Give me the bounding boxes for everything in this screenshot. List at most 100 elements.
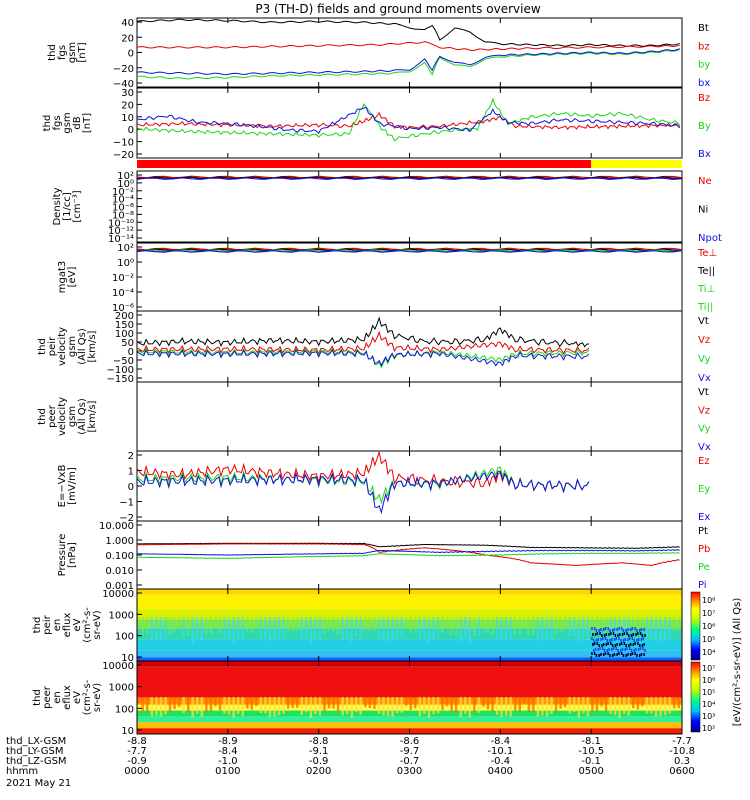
spectrogram-noise	[608, 633, 610, 636]
spectrogram-stripe	[459, 617, 462, 642]
y-axis-label-line: eV	[72, 691, 83, 704]
spectrogram-stripe	[586, 617, 590, 642]
spectrogram-stripe	[518, 617, 521, 635]
spectrogram-noise	[625, 644, 627, 647]
colorbar-tick: 10³	[702, 712, 715, 721]
spectrogram-noise	[592, 643, 594, 646]
y-tick-label-peir_vel: −150	[107, 374, 134, 385]
spectrogram-noise	[612, 632, 615, 635]
spectrogram-stripe	[645, 697, 649, 714]
spectrogram-stripe	[591, 697, 594, 712]
mode-bar-yellow	[591, 160, 682, 168]
x-axis-lx: -8.9	[218, 736, 238, 747]
spectrogram-stripe	[509, 697, 512, 717]
spectrogram-stripe	[609, 617, 612, 638]
x-axis-lz: -0.9	[309, 756, 329, 767]
spectrogram-stripe	[268, 617, 272, 642]
x-axis-lz: -0.4	[491, 756, 511, 767]
spectrogram-noise	[604, 637, 607, 640]
y-tick-label-fgs: 0	[128, 49, 134, 60]
spectrogram-band	[137, 650, 682, 658]
spectrogram-stripe	[232, 697, 235, 718]
spectrogram-stripe	[495, 617, 499, 640]
spectrogram-noise	[639, 647, 642, 650]
y-axis-label-line: thd	[47, 44, 58, 61]
y-axis-label-line: thd	[42, 115, 53, 132]
y-axis-label-line: thd	[37, 408, 48, 425]
spectrogram-stripe	[400, 617, 403, 637]
trace-density	[136, 177, 683, 181]
spectrogram-stripe	[155, 617, 158, 640]
spectrogram-stripe	[600, 617, 603, 629]
spectrogram-stripe	[577, 617, 580, 643]
legend-fgs: Bt	[698, 23, 709, 34]
spectrogram-stripe	[627, 617, 630, 641]
x-axis-lx: -8.1	[581, 736, 601, 747]
spectrogram-noise	[611, 648, 613, 651]
spectrogram-stripe	[477, 617, 481, 637]
spectrogram-stripe	[568, 617, 571, 638]
colorbar-tick: 10²	[702, 724, 715, 733]
legend-fgs: by	[698, 60, 710, 71]
spectrogram-stripe	[500, 617, 503, 642]
series-pressure-Pi	[137, 549, 680, 556]
spectrogram-noise	[643, 643, 645, 646]
spectrogram-stripe	[545, 697, 549, 717]
y-axis-label-line: [nT]	[82, 113, 93, 133]
spectrogram-band	[137, 710, 682, 717]
spectrogram-noise	[631, 627, 634, 630]
spectrogram-stripe	[250, 617, 253, 634]
spectrogram-stripe	[373, 697, 376, 709]
spectrogram-stripe	[150, 697, 154, 717]
x-axis-lx: -8.8	[309, 736, 329, 747]
legend-entries: Bt bz by bx Bz By Bx Ne Ni Npot Te⊥ Te|| Ti⊥ Ti|| Vt Vz…	[697, 23, 722, 591]
spectrogram-noise	[607, 652, 609, 655]
spectrogram-noise	[609, 639, 611, 642]
legend-pressure: Pt	[698, 526, 708, 537]
legend-fgs: bz	[698, 41, 710, 52]
spectrogram-stripe	[482, 697, 485, 707]
spectrogram-stripe	[595, 697, 599, 711]
spectrogram-noise	[607, 627, 609, 630]
spectrogram-noise	[604, 627, 607, 630]
spectrogram-noise	[603, 634, 606, 637]
spectrogram-stripe	[300, 617, 303, 640]
legend-temp: Ti||	[697, 302, 713, 313]
spectrogram-stripe	[282, 697, 285, 714]
panel-frames	[136, 17, 683, 735]
spectrogram-noise	[602, 653, 605, 656]
spectrogram-stripe	[196, 617, 199, 638]
spectrogram-stripe	[164, 697, 167, 715]
y-tick-label-pressure: 1.000	[105, 536, 134, 547]
spectrogram-stripe	[527, 617, 531, 636]
spectrogram-layer	[137, 589, 682, 734]
spectrogram-noise	[636, 629, 638, 632]
spectrogram-noise	[643, 628, 645, 631]
spectrogram-stripe	[255, 697, 258, 706]
legend-peir_vel: Vt	[698, 316, 709, 327]
spectrogram-stripe	[550, 697, 553, 715]
spectrogram-noise	[592, 633, 594, 636]
spectrogram-stripe	[514, 697, 517, 711]
colorbar-tick: 10⁸	[702, 596, 715, 605]
y-tick-label-efield: 2	[128, 451, 134, 462]
spectrogram-band	[137, 594, 682, 610]
spectrogram-stripe	[187, 697, 190, 712]
spectrogram-stripe	[414, 697, 417, 709]
spectrogram-stripe	[663, 697, 667, 715]
x-axis-table: thd_LX-GSMthd_LY-GSMthd_LZ-GSMhhmm-8.8-7…	[6, 736, 695, 789]
spectrogram-noise	[620, 642, 623, 645]
spectrogram-noise	[623, 642, 626, 645]
spectrogram-stripe	[582, 617, 585, 638]
spectrogram-stripe	[641, 697, 644, 707]
panel-frame-peir_vel	[136, 310, 683, 383]
spectrogram-stripe	[504, 697, 508, 716]
y-tick-label-density: 10⁰	[117, 179, 134, 190]
spectrogram-stripe	[573, 697, 576, 712]
x-axis-ly: -8.4	[218, 746, 238, 757]
spectrogram-stripe	[291, 697, 294, 708]
spectrogram-stripe	[450, 617, 453, 635]
spectrogram-stripe	[563, 617, 567, 631]
spectrogram-noise	[598, 654, 600, 657]
spectrogram-stripe	[477, 697, 481, 713]
